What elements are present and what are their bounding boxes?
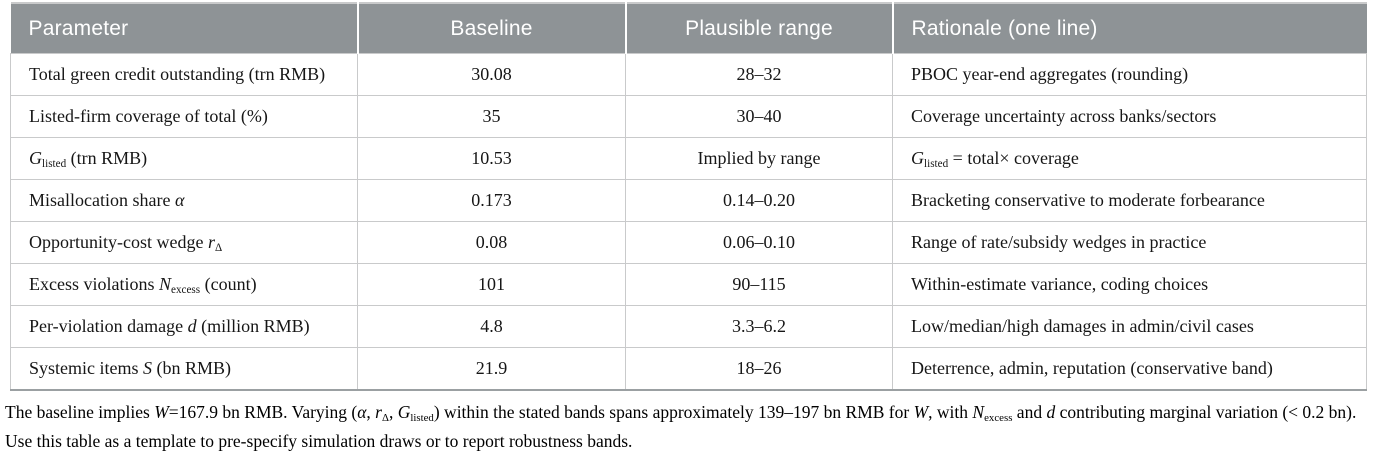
cell-parameter: Misallocation share α (10, 179, 358, 222)
cell-range: 90–115 (625, 263, 893, 306)
header-baseline: Baseline (356, 3, 626, 54)
cell-range: 28–32 (625, 53, 893, 96)
cell-rationale: Range of rate/subsidy wedges in practice (892, 221, 1367, 264)
table-row: Per-violation damage d (million RMB) 4.8 3… (10, 305, 1367, 348)
cell-parameter: Per-violation damage d (million RMB) (10, 305, 358, 348)
table-row: Misallocation share α 0.173 0.14–0.20 Brack… (10, 179, 1367, 222)
cell-rationale: Glisted = total× coverage (892, 137, 1367, 180)
cell-baseline: 0.173 (357, 179, 626, 222)
cell-rationale: Bracketing conservative to moderate forb… (892, 179, 1367, 222)
cell-rationale: Within-estimate variance, coding choices (892, 263, 1367, 306)
cell-rationale: Low/median/high damages in admin/civil c… (892, 305, 1367, 348)
cell-range: 3.3–6.2 (625, 305, 893, 348)
cell-parameter: Listed-firm coverage of total (%) (10, 95, 358, 138)
table-row: Excess violations Nexcess (count) 101 90–1… (10, 263, 1367, 306)
header-plausible-range: Plausible range (624, 3, 893, 54)
cell-baseline: 0.08 (357, 221, 626, 264)
cell-parameter: Total green credit outstanding (trn RMB) (10, 53, 358, 96)
table-row: Systemic items S (bn RMB) 21.9 18–26 Deterr… (10, 347, 1367, 391)
cell-rationale: Coverage uncertainty across banks/sector… (892, 95, 1367, 138)
table-row: Listed-firm coverage of total (%) 35 30–40… (10, 95, 1367, 138)
cell-range: Implied by range (625, 137, 893, 180)
table-row: Opportunity-cost wedge rΔ 0.08 0.06–0.10 Ra… (10, 221, 1367, 264)
cell-parameter: Excess violations Nexcess (count) (10, 263, 358, 306)
table-footnote: The baseline implies W=167.9 bn RMB. Var… (5, 402, 1357, 451)
cell-baseline: 101 (357, 263, 626, 306)
header-row: Parameter Baseline Plausible range Ratio… (10, 3, 1367, 54)
cell-baseline: 30.08 (357, 53, 626, 96)
cell-range: 30–40 (625, 95, 893, 138)
table-row: Glisted (trn RMB) 10.53 Implied by range Gl… (10, 137, 1367, 180)
parameter-table: Parameter Baseline Plausible range Ratio… (10, 2, 1367, 391)
cell-parameter: Glisted (trn RMB) (10, 137, 358, 180)
cell-range: 18–26 (625, 347, 893, 391)
table-header: Parameter Baseline Plausible range Ratio… (10, 3, 1367, 54)
header-parameter: Parameter (10, 3, 358, 54)
cell-baseline: 21.9 (357, 347, 626, 391)
table-body: Total green credit outstanding (trn RMB)… (10, 53, 1367, 391)
table-row: Total green credit outstanding (trn RMB)… (10, 53, 1367, 96)
cell-baseline: 4.8 (357, 305, 626, 348)
header-rationale: Rationale (one line) (891, 3, 1367, 54)
cell-parameter: Systemic items S (bn RMB) (10, 347, 358, 391)
cell-rationale: PBOC year-end aggregates (rounding) (892, 53, 1367, 96)
cell-baseline: 35 (357, 95, 626, 138)
cell-rationale: Deterrence, admin, reputation (conservat… (892, 347, 1367, 391)
cell-range: 0.06–0.10 (625, 221, 893, 264)
cell-parameter: Opportunity-cost wedge rΔ (10, 221, 358, 264)
cell-baseline: 10.53 (357, 137, 626, 180)
cell-range: 0.14–0.20 (625, 179, 893, 222)
